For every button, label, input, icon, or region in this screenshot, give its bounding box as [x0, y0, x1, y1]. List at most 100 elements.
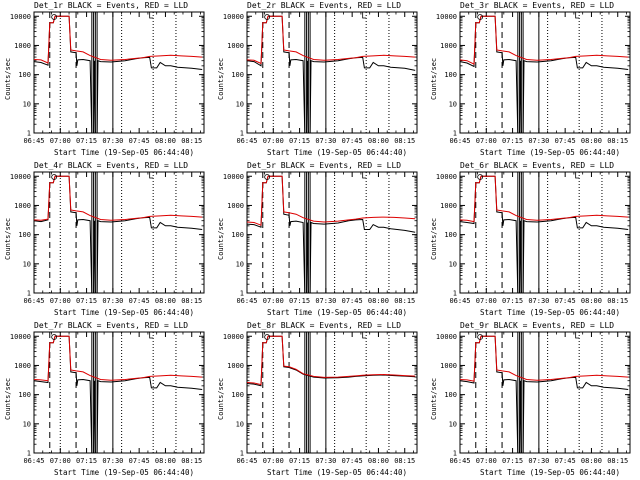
x-tick-label: 08:15: [394, 457, 415, 465]
x-tick-label: 07:45: [555, 457, 576, 465]
x-tick-label: 07:30: [315, 137, 336, 145]
x-tick-label: 07:30: [528, 457, 549, 465]
panel-title: Det_8r BLACK = Events, RED = LLD: [247, 321, 402, 330]
plot-frame: [33, 171, 205, 294]
plot-frame: [459, 171, 631, 294]
x-tick-label: 07:15: [289, 137, 310, 145]
x-tick-label: 07:15: [502, 297, 523, 305]
y-tick-label: 10000: [10, 333, 31, 341]
y-tick-label: 1000: [14, 362, 31, 370]
x-axis-label: Start Time (19-Sep-05 06:44:40): [267, 148, 407, 157]
panel-title: Det_7r BLACK = Events, RED = LLD: [34, 321, 189, 330]
panel-title: Det_4r BLACK = Events, RED = LLD: [34, 161, 189, 170]
x-tick-label: 07:30: [102, 137, 123, 145]
state-bracket-marker: [362, 172, 367, 179]
y-tick-label: 1000: [227, 42, 244, 50]
panel-title: Det_2r BLACK = Events, RED = LLD: [247, 1, 402, 10]
x-tick-label: 07:00: [476, 457, 497, 465]
y-tick-label: 1: [27, 290, 31, 298]
y-tick-label: 1: [453, 290, 457, 298]
y-tick-label: 1000: [14, 202, 31, 210]
x-tick-label: 07:00: [50, 137, 71, 145]
y-axis-label: Counts/sec: [217, 377, 225, 420]
y-tick-label: 10000: [436, 173, 457, 181]
panel-title: Det_5r BLACK = Events, RED = LLD: [247, 161, 402, 170]
series-line-events: [33, 175, 203, 294]
x-tick-label: 07:45: [342, 457, 363, 465]
chart-panel-4: 1 10 100 1000 10000 06:45 07:00 07:15 07:30 07:45…: [0, 160, 213, 320]
y-tick-label: 10000: [10, 13, 31, 21]
x-tick-label: 08:00: [368, 137, 389, 145]
y-tick-label: 100: [231, 231, 244, 239]
x-tick-label: 08:15: [607, 137, 628, 145]
y-tick-label: 1000: [14, 42, 31, 50]
x-tick-label: 08:15: [607, 297, 628, 305]
state-bracket-marker: [575, 12, 580, 19]
y-tick-label: 100: [231, 391, 244, 399]
x-tick-label: 08:00: [581, 137, 602, 145]
state-bracket-marker: [575, 332, 580, 339]
x-tick-label: 07:00: [263, 457, 284, 465]
chart-svg: 1 10 100 1000 10000 06:45 07:00 07:15 07:30 07:45…: [223, 171, 418, 305]
x-tick-label: 06:45: [236, 457, 257, 465]
x-tick-label: 08:00: [368, 457, 389, 465]
series-line-lld: [33, 335, 203, 382]
state-bracket-marker: [362, 12, 367, 19]
plot-frame: [459, 11, 631, 134]
series-line-lld: [246, 15, 416, 65]
x-tick-label: 06:45: [23, 297, 44, 305]
x-tick-label: 07:00: [476, 137, 497, 145]
x-tick-label: 07:15: [76, 137, 97, 145]
series-line-lld: [459, 335, 629, 382]
y-tick-label: 10: [23, 420, 31, 428]
y-tick-label: 10: [23, 260, 31, 268]
x-tick-label: 08:15: [394, 137, 415, 145]
y-tick-label: 10000: [436, 333, 457, 341]
attenuator-marker: [264, 174, 271, 180]
state-bracket-marker: [362, 332, 367, 339]
chart-svg: 1 10 100 1000 10000 06:45 07:00 07:15 07:30 07:45…: [223, 331, 418, 465]
x-axis-label: Start Time (19-Sep-05 06:44:40): [54, 308, 194, 317]
x-tick-label: 07:45: [342, 137, 363, 145]
x-tick-label: 07:30: [528, 137, 549, 145]
chart-panel-3: 1 10 100 1000 10000 06:45 07:00 07:15 07:30 07:45…: [426, 0, 639, 160]
attenuator-marker: [477, 14, 484, 20]
panel-title: Det_1r BLACK = Events, RED = LLD: [34, 1, 189, 10]
chart-svg: 1 10 100 1000 10000 06:45 07:00 07:15 07:30 07:45…: [10, 331, 205, 465]
y-axis-label: Counts/sec: [4, 377, 12, 420]
series-line-events: [459, 335, 629, 454]
x-tick-label: 06:45: [236, 297, 257, 305]
x-axis-label: Start Time (19-Sep-05 06:44:40): [480, 468, 620, 477]
chart-svg: 1 10 100 1000 10000 06:45 07:00 07:15 07:30 07:45…: [436, 331, 631, 465]
y-tick-label: 10: [449, 260, 457, 268]
y-tick-label: 10: [236, 100, 244, 108]
y-tick-label: 10: [236, 420, 244, 428]
y-tick-label: 1000: [440, 42, 457, 50]
x-tick-label: 07:00: [50, 457, 71, 465]
series-line-lld: [459, 15, 629, 65]
y-tick-label: 1000: [440, 202, 457, 210]
x-tick-label: 08:15: [181, 137, 202, 145]
x-tick-label: 06:45: [23, 137, 44, 145]
y-tick-label: 1: [453, 450, 457, 458]
y-tick-label: 100: [18, 71, 31, 79]
attenuator-marker: [51, 14, 58, 20]
x-tick-label: 07:15: [76, 457, 97, 465]
x-tick-label: 07:30: [102, 457, 123, 465]
x-axis-label: Start Time (19-Sep-05 06:44:40): [54, 148, 194, 157]
attenuator-marker: [264, 334, 271, 340]
x-tick-label: 08:00: [581, 297, 602, 305]
x-tick-label: 08:00: [155, 137, 176, 145]
y-tick-label: 100: [18, 391, 31, 399]
y-tick-label: 10000: [223, 173, 244, 181]
y-tick-label: 1: [453, 130, 457, 138]
y-axis-label: Counts/sec: [430, 57, 438, 100]
y-tick-label: 100: [444, 71, 457, 79]
chart-panel-8: 1 10 100 1000 10000 06:45 07:00 07:15 07:30 07:45…: [213, 320, 426, 480]
x-axis-label: Start Time (19-Sep-05 06:44:40): [54, 468, 194, 477]
y-tick-label: 10000: [223, 13, 244, 21]
series-line-lld: [459, 175, 629, 223]
x-tick-label: 08:00: [368, 297, 389, 305]
chart-panel-1: 1 10 100 1000 10000 06:45 07:00 07:15 07:30 07:45…: [0, 0, 213, 160]
x-tick-label: 07:00: [50, 297, 71, 305]
